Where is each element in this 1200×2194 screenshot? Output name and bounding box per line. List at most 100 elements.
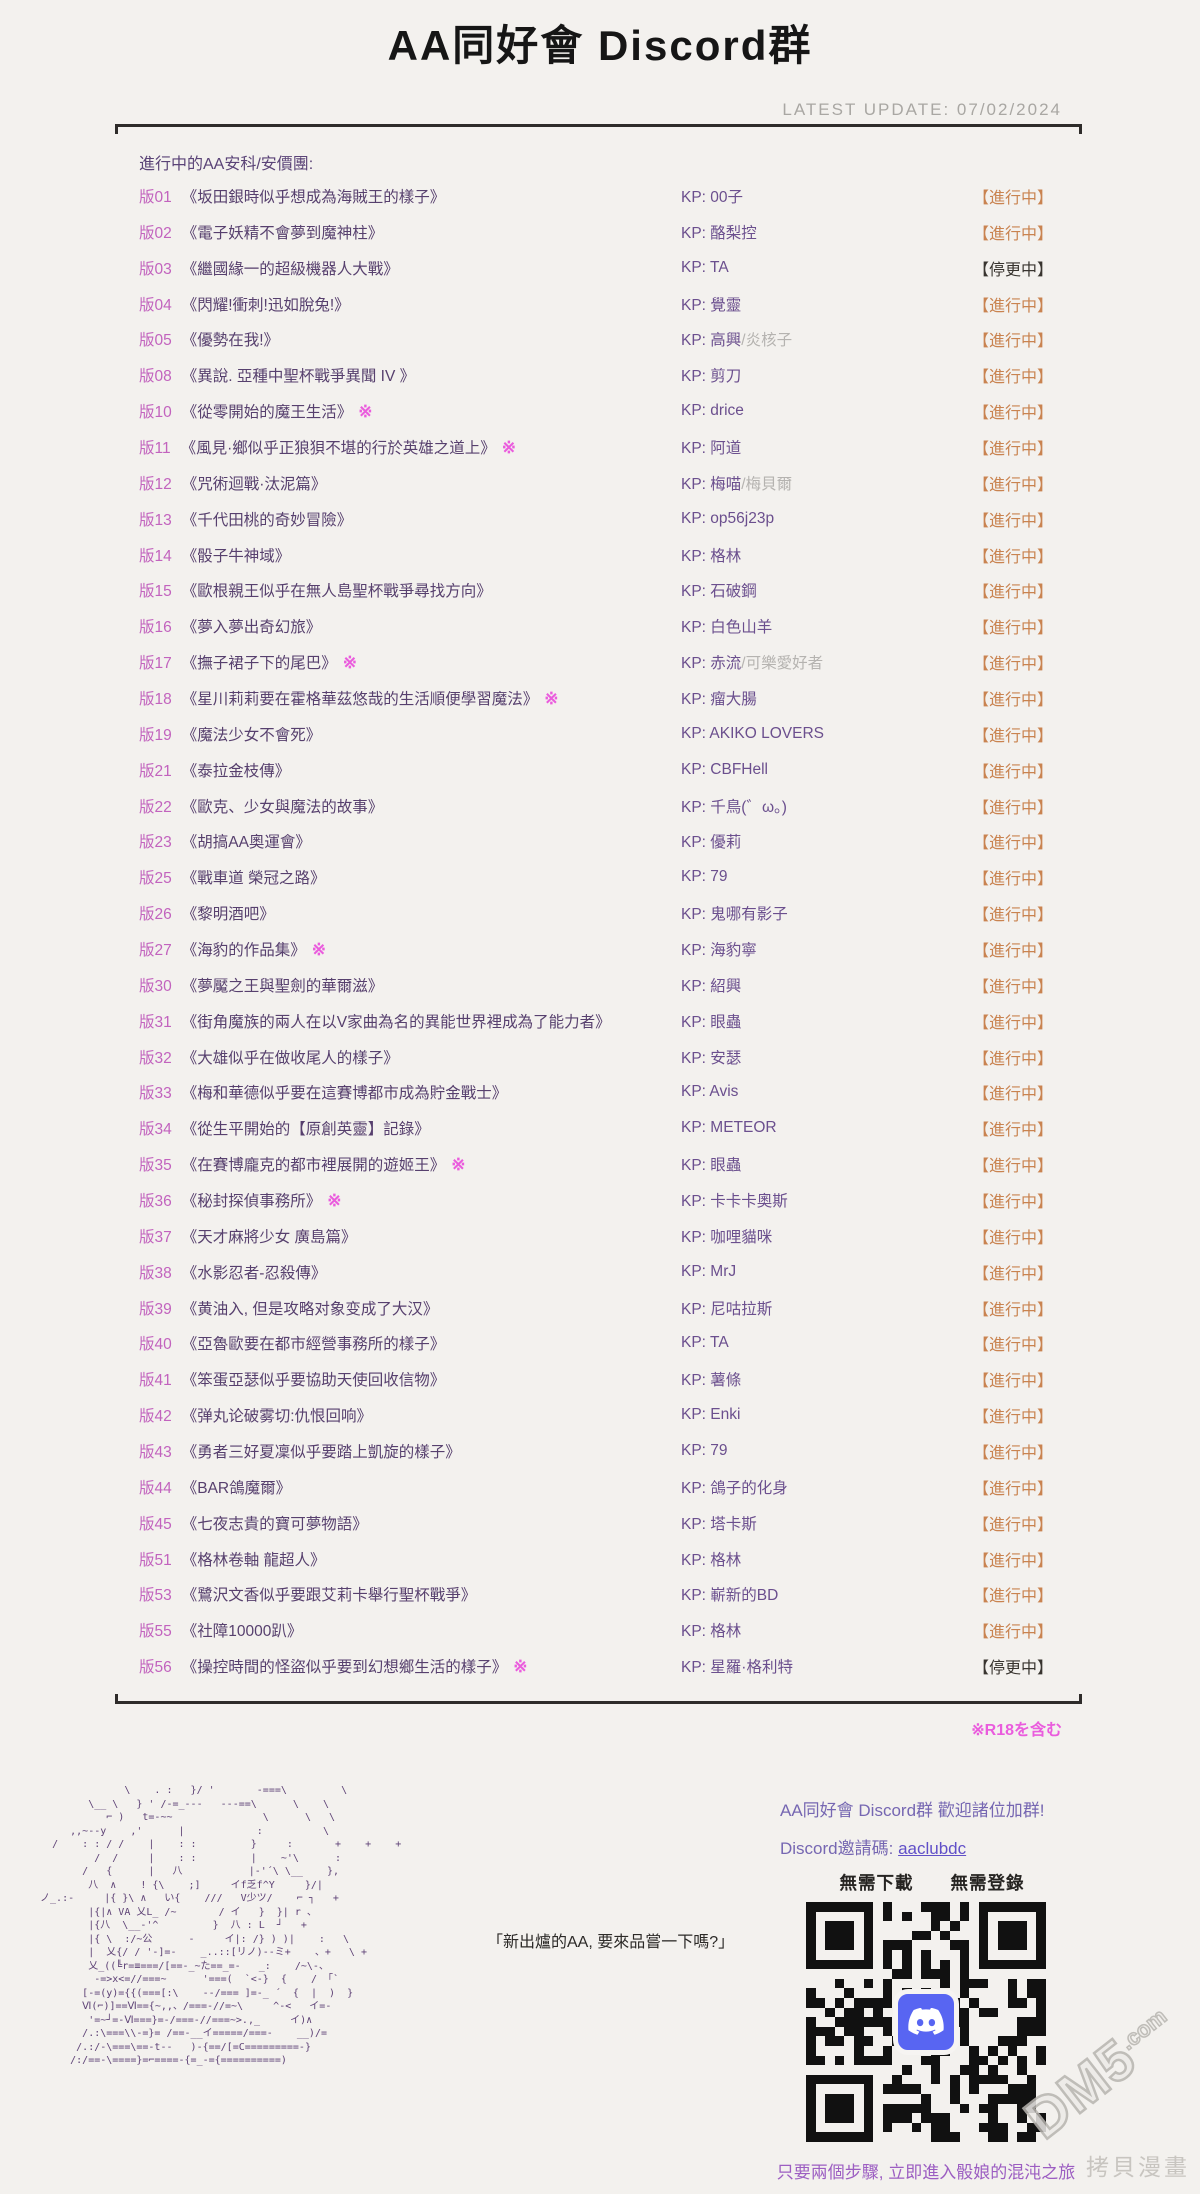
board-title: 《七夜志貴的寶可夢物語》 bbox=[181, 1515, 368, 1533]
board-title: 《秘封探偵事務所》 bbox=[181, 1192, 322, 1210]
board-title: 《社障10000趴》 bbox=[181, 1623, 303, 1641]
board-status: 【停更中】 bbox=[973, 1660, 1054, 1678]
board-status: 【進行中】 bbox=[973, 871, 1054, 889]
board-kp: KP: 嶄新的BD bbox=[681, 1587, 779, 1605]
board-kp: KP: 瘤大腸 bbox=[681, 690, 757, 708]
r18-mark: ※ bbox=[342, 653, 358, 673]
board-status: 【進行中】 bbox=[973, 1445, 1054, 1462]
board-status: 【進行中】 bbox=[973, 476, 1054, 494]
board-status: 【進行中】 bbox=[973, 548, 1054, 566]
board-title: 《在賽博龐克的都市裡展開的遊姬王》 bbox=[181, 1157, 446, 1175]
board-kp: KP: 白色山羊 bbox=[681, 619, 773, 637]
board-id: 版36 bbox=[139, 1192, 172, 1210]
board-status: 【進行中】 bbox=[973, 727, 1054, 745]
board-kp: KP: 鬼哪有影子 bbox=[681, 906, 788, 924]
board-kp: KP: 高興/炎核子 bbox=[681, 332, 793, 350]
board-kp-secondary: /可樂愛好者 bbox=[741, 655, 824, 673]
board-id: 版11 bbox=[139, 439, 171, 457]
board-title: 《撫子裙子下的尾巴》 bbox=[181, 655, 337, 673]
board-title: 《街角魔族的兩人在以V家曲為名的異能世界裡成為了能力者》 bbox=[181, 1013, 611, 1031]
board-title: 《從生平開始的【原創英靈】記錄》 bbox=[181, 1121, 430, 1139]
board-status: 【進行中】 bbox=[973, 1265, 1054, 1283]
board-id: 版25 bbox=[139, 870, 172, 888]
board-kp: KP: op56j23p bbox=[681, 509, 775, 527]
page-title: AA同好會 Discord群 bbox=[387, 22, 813, 69]
board-title: 《格林卷軸 龍超人》 bbox=[181, 1551, 326, 1569]
board-title: 《梅和華德似乎要在這賽博都市成為貯金戰士》 bbox=[181, 1085, 508, 1103]
board-row: 版26 《黎明酒吧》 KP: 鬼哪有影子 【進行中】 bbox=[0, 895, 1200, 931]
board-status: 【進行中】 bbox=[973, 942, 1054, 960]
board-row: 版37 《天才麻將少女 廣島篇》 KP: 咖哩貓咪 【進行中】 bbox=[0, 1218, 1200, 1254]
board-kp: KP: 格林 bbox=[681, 1623, 742, 1641]
board-row: 版40 《亞魯歐要在都市經營事務所的樣子》 KP: TA 【進行中】 bbox=[0, 1326, 1200, 1362]
board-row: 版31 《街角魔族的兩人在以V家曲為名的異能世界裡成為了能力者》 KP: 眼蟲 【進行… bbox=[0, 1003, 1200, 1039]
board-kp: KP: TA bbox=[681, 1334, 729, 1352]
board-row: 版41 《笨蛋亞瑟似乎要協助天使回收信物》 KP: 薯條 【進行中】 bbox=[0, 1361, 1200, 1397]
board-id: 版44 bbox=[139, 1479, 172, 1497]
bottom-divider bbox=[115, 1694, 1082, 1704]
board-status: 【進行中】 bbox=[973, 1122, 1054, 1140]
board-id: 版16 bbox=[139, 619, 172, 637]
board-kp-secondary: /炎核子 bbox=[741, 332, 793, 350]
board-kp: KP: 眼蟲 bbox=[681, 1013, 742, 1031]
board-kp: KP: 覺靈 bbox=[681, 296, 742, 314]
r18-mark: ※ bbox=[513, 1657, 528, 1677]
board-title: 《水影忍者-忍殺傳》 bbox=[181, 1264, 327, 1282]
discord-logo-icon bbox=[893, 1989, 959, 2055]
board-id: 版42 bbox=[139, 1408, 172, 1426]
board-title: 《笨蛋亞瑟似乎要協助天使回收信物》 bbox=[181, 1372, 446, 1390]
board-kp: KP: 千鳥(゛ω。) bbox=[681, 798, 787, 816]
board-status: 【進行中】 bbox=[973, 1516, 1054, 1534]
board-row: 版42 《弹丸论破雾切:仇恨回响》 KP: Enki 【進行中】 bbox=[0, 1397, 1200, 1433]
board-title: 《繼國緣一的超級機器人大戰》 bbox=[181, 260, 399, 278]
board-title: 《咒術迴戰·汰泥篇》 bbox=[181, 475, 327, 493]
board-status: 【進行中】 bbox=[973, 1050, 1054, 1068]
r18-mark: ※ bbox=[451, 1155, 466, 1175]
board-row: 版16 《夢入夢出奇幻旅》 KP: 白色山羊 【進行中】 bbox=[0, 608, 1200, 644]
board-status: 【進行中】 bbox=[973, 405, 1054, 423]
board-row: 版34 《從生平開始的【原創英靈】記錄》 KP: METEOR 【進行中】 bbox=[0, 1110, 1200, 1146]
board-id: 版22 bbox=[139, 798, 172, 816]
board-title: 《優勢在我!》 bbox=[181, 332, 280, 350]
board-row: 版19 《魔法少女不會死》 KP: AKIKO LOVERS 【進行中】 bbox=[0, 716, 1200, 752]
board-id: 版39 bbox=[139, 1300, 172, 1318]
board-title: 《從零開始的魔王生活》 bbox=[181, 404, 353, 422]
board-row: 版03 《繼國緣一的超級機器人大戰》 KP: TA 【停更中】 bbox=[0, 250, 1200, 286]
board-kp: KP: 安瑟 bbox=[681, 1049, 742, 1067]
board-row: 版56 《操控時間的怪盜似乎要到幻想鄉生活的樣子》 ※ KP: 星羅·格利特 【停更中】 bbox=[0, 1648, 1200, 1684]
board-title: 《鷺沢文香似乎要跟艾莉卡舉行聖杯戰爭》 bbox=[181, 1587, 477, 1605]
board-status: 【進行中】 bbox=[973, 225, 1054, 243]
board-title: 《閃耀!衝刺!迅如脫兔!》 bbox=[181, 296, 350, 314]
board-title: 《夢入夢出奇幻旅》 bbox=[181, 619, 322, 637]
board-title: 《千代田桃的奇妙冒險》 bbox=[181, 511, 353, 529]
board-row: 版25 《戰車道 榮冠之路》 KP: 79 【進行中】 bbox=[0, 859, 1200, 895]
board-id: 版15 bbox=[139, 583, 172, 601]
board-row: 版51 《格林卷軸 龍超人》 KP: 格林 【進行中】 bbox=[0, 1541, 1200, 1577]
board-row: 版13 《千代田桃的奇妙冒險》 KP: op56j23p 【進行中】 bbox=[0, 501, 1200, 537]
board-row: 版33 《梅和華德似乎要在這賽博都市成為貯金戰士》 KP: Avis 【進行中】 bbox=[0, 1074, 1200, 1110]
board-title: 《亞魯歐要在都市經營事務所的樣子》 bbox=[181, 1336, 446, 1354]
board-id: 版32 bbox=[139, 1049, 172, 1067]
r18-mark: ※ bbox=[544, 688, 559, 708]
board-status: 【進行中】 bbox=[973, 1229, 1054, 1247]
ascii-art: \ . : }/ ' -===\ \ \__ \ } ' /-=_--- ---… bbox=[40, 1785, 402, 2066]
board-row: 版17 《撫子裙子下的尾巴》 ※ KP: 赤流/可樂愛好者 【進行中】 bbox=[0, 644, 1200, 680]
board-id: 版53 bbox=[139, 1587, 172, 1605]
board-status: 【進行中】 bbox=[973, 1337, 1054, 1355]
board-status: 【進行中】 bbox=[973, 1014, 1054, 1032]
board-row: 版43 《勇者三好夏凜似乎要踏上凱旋的樣子》 KP: 79 【進行中】 bbox=[0, 1433, 1200, 1469]
board-kp: KP: 尼咕拉斯 bbox=[681, 1300, 773, 1318]
board-row: 版01 《坂田銀時似乎想成為海賊王的樣子》 KP: 00子 【進行中】 bbox=[0, 178, 1200, 214]
board-id: 版34 bbox=[139, 1121, 172, 1139]
board-row: 版22 《歐克、少女與魔法的故事》 KP: 千鳥(゛ω。) 【進行中】 bbox=[0, 788, 1200, 824]
board-id: 版05 bbox=[139, 332, 172, 350]
board-kp: KP: 眼蟲 bbox=[681, 1157, 742, 1175]
invite-code-link[interactable]: aaclubdc bbox=[898, 1839, 967, 1858]
r18-mark: ※ bbox=[501, 437, 517, 457]
board-kp: KP: 赤流/可樂愛好者 bbox=[681, 655, 824, 673]
board-kp: KP: 格林 bbox=[681, 1551, 742, 1569]
invite-line: Discord邀請碼: aaclubdc bbox=[780, 1834, 966, 1859]
watermark-text: 拷貝漫畫 bbox=[1086, 2154, 1190, 2180]
board-title: 《黄油入, 但是攻略对象变成了大汉》 bbox=[181, 1300, 439, 1318]
board-kp-secondary: /梅貝爾 bbox=[741, 475, 793, 493]
